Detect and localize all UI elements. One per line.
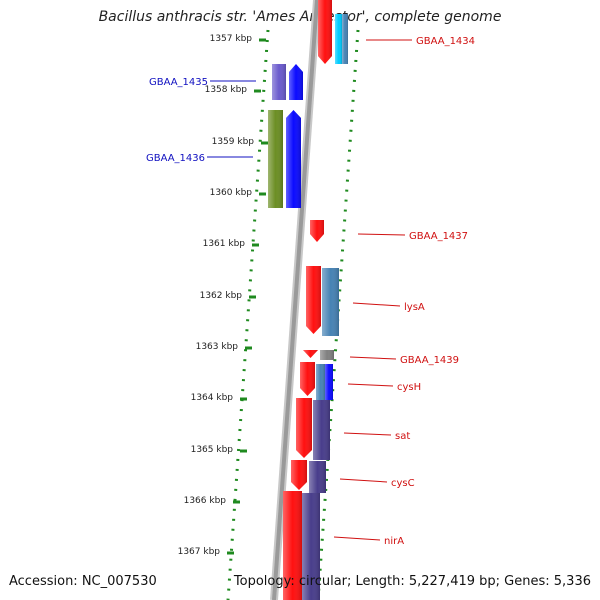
callout-line bbox=[352, 302, 401, 307]
left-ruler-guide bbox=[226, 29, 270, 600]
gene-block-top-cyan-shade bbox=[335, 14, 342, 64]
gene-block-cysC-shade bbox=[309, 461, 326, 493]
genome-summary-text: Topology: circular; Length: 5,227,419 bp… bbox=[233, 574, 591, 589]
ruler-label: 1357 kbp bbox=[210, 34, 253, 44]
gene-label[interactable]: sat bbox=[395, 431, 410, 442]
backbone-line bbox=[272, 0, 319, 600]
gene-label[interactable]: GBAA_1435 bbox=[149, 77, 208, 88]
accession-text: Accession: NC_007530 bbox=[9, 574, 157, 589]
gene-block-1439-shade bbox=[320, 350, 334, 360]
gene-arrow-1436-shade bbox=[286, 110, 301, 208]
gene-arrow-1434-shade bbox=[318, 0, 332, 64]
gene-arrow-1437-shade bbox=[310, 220, 324, 242]
gene-arrow-1439-shade bbox=[303, 350, 318, 358]
ruler-label: 1367 kbp bbox=[178, 547, 221, 557]
callout-line bbox=[349, 356, 397, 360]
gene-callouts: GBAA_1434 GBAA_1435 GBAA_1436 GBAA_1437 lysA… bbox=[146, 36, 475, 547]
gene-label[interactable]: nirA bbox=[384, 536, 404, 547]
gene-arrow-cysH-shade bbox=[300, 362, 315, 396]
ruler-label: 1363 kbp bbox=[196, 342, 239, 352]
gene-label[interactable]: GBAA_1437 bbox=[409, 231, 468, 242]
gene-block-1436-shade bbox=[268, 110, 283, 208]
gene-features bbox=[268, 0, 348, 600]
callout-line bbox=[339, 478, 388, 483]
page-title: Bacillus anthracis str. 'Ames Ancestor',… bbox=[98, 9, 502, 25]
gene-block-sat-shade bbox=[313, 400, 330, 460]
ruler-label: 1359 kbp bbox=[212, 137, 255, 147]
gene-block-1435-shade bbox=[272, 64, 286, 100]
ruler-label: 1358 kbp bbox=[205, 85, 248, 95]
gene-label[interactable]: GBAA_1439 bbox=[400, 355, 459, 366]
gene-block-cysH-a-shade bbox=[316, 364, 325, 400]
gene-label[interactable]: GBAA_1434 bbox=[416, 36, 475, 47]
gene-block-nirA-shade bbox=[302, 493, 320, 600]
callout-line bbox=[333, 536, 381, 541]
ruler-label: 1364 kbp bbox=[191, 393, 234, 403]
callout-line bbox=[357, 233, 406, 236]
callout-line bbox=[343, 432, 392, 436]
callout-line bbox=[347, 383, 394, 387]
gene-arrow-1435-shade bbox=[289, 64, 303, 100]
ruler-label: 1360 kbp bbox=[210, 188, 253, 198]
ruler-labels: 1357 kbp 1358 kbp 1359 kbp 1360 kbp 1361 kbp… bbox=[178, 34, 268, 557]
ruler-label: 1362 kbp bbox=[200, 291, 243, 301]
ruler-label: 1361 kbp bbox=[203, 239, 246, 249]
gene-label[interactable]: cysH bbox=[397, 382, 421, 393]
gene-block-top-steel-shade bbox=[342, 14, 348, 64]
gene-arrow-lysA-shade bbox=[306, 266, 321, 334]
ruler-label: 1365 kbp bbox=[191, 445, 234, 455]
gene-block-cysH-b-shade bbox=[325, 364, 333, 400]
gene-arrow-sat-shade bbox=[296, 398, 312, 458]
ruler-label: 1366 kbp bbox=[184, 496, 227, 506]
gene-label[interactable]: cysC bbox=[391, 478, 415, 489]
gene-arrow-cysC-shade bbox=[291, 460, 307, 490]
gene-label[interactable]: GBAA_1436 bbox=[146, 153, 205, 164]
gene-label[interactable]: lysA bbox=[404, 302, 425, 313]
gene-block-lysA-shade bbox=[322, 268, 339, 336]
gene-block-nirA-red-shade bbox=[283, 491, 302, 600]
backbone bbox=[270, 0, 321, 600]
